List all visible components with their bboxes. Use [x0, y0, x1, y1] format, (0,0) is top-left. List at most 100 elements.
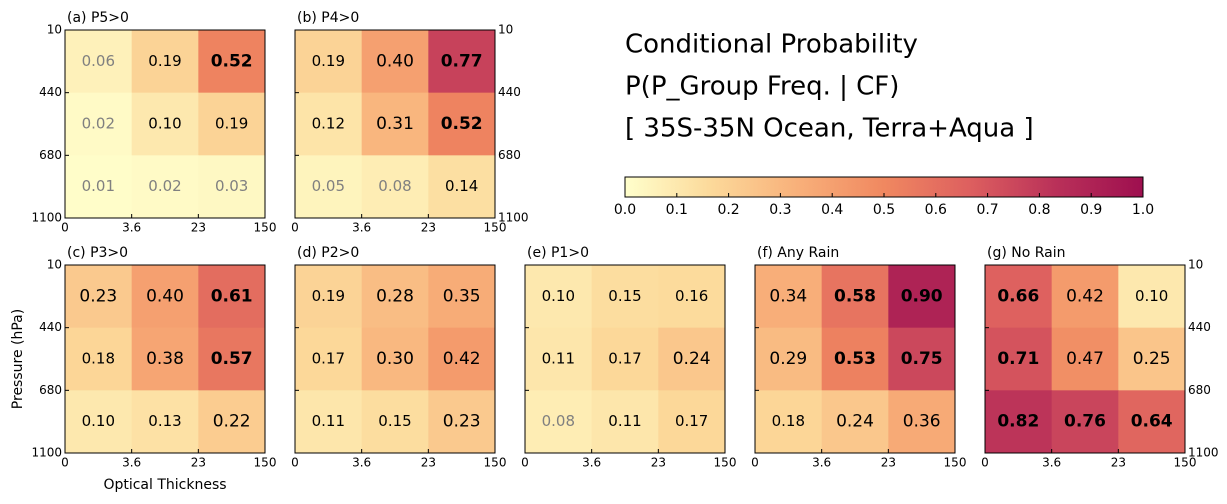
cell-label: 0.75 [901, 349, 943, 369]
cell-label: 0.16 [675, 287, 708, 305]
cell-label: 0.29 [769, 349, 807, 369]
cell-label: 0.02 [82, 115, 115, 133]
y-tick-label: 680 [1188, 383, 1211, 397]
heatmap-cell [591, 265, 659, 329]
cell-label: 0.52 [441, 114, 483, 134]
heatmap-cell [985, 390, 1053, 454]
cell-label: 0.10 [542, 287, 575, 305]
y-tick-label: 1100 [498, 211, 529, 225]
x-tick-label: 150 [944, 456, 967, 470]
y-tick-label: 1100 [31, 211, 62, 225]
x-axis-label: Optical Thickness [103, 477, 226, 493]
cell-label: 0.06 [82, 52, 115, 70]
y-tick-label: 680 [39, 383, 62, 397]
heatmap-cell [525, 390, 593, 454]
colorbar-tick-label: 0.1 [666, 202, 688, 218]
cell-label: 0.19 [312, 52, 345, 70]
cell-label: 0.10 [82, 412, 115, 430]
x-tick-label: 0 [291, 456, 299, 470]
heatmap-cell [198, 92, 266, 156]
heatmap-cell [888, 390, 956, 454]
cell-label: 0.11 [542, 350, 575, 368]
y-tick-label: 1100 [31, 446, 62, 460]
y-tick-label: 10 [47, 258, 62, 272]
cell-label: 0.31 [376, 114, 414, 134]
heatmap-cell [295, 390, 363, 454]
x-tick-label: 23 [1111, 456, 1126, 470]
panel-title: (g) No Rain [987, 245, 1066, 261]
heatmap-cell [1118, 327, 1186, 391]
heatmap-cell [131, 327, 199, 391]
colorbar-tick-label: 0.9 [1080, 202, 1102, 218]
y-tick-label: 1100 [1188, 446, 1219, 460]
cell-label: 0.28 [376, 286, 414, 306]
heatmap-cell [65, 390, 133, 454]
panel-frame [524, 264, 726, 454]
cell-label: 0.35 [443, 286, 481, 306]
heatmap-cell [591, 390, 659, 454]
heatmap-cell [131, 265, 199, 329]
cell-label: 0.22 [213, 412, 251, 432]
heatmap-cell [198, 155, 266, 219]
panel-frame [64, 264, 266, 454]
heatmap-cell [755, 327, 823, 391]
heatmap-cell [295, 30, 363, 94]
heatmap-cell [65, 30, 133, 94]
x-tick-label: 23 [191, 456, 206, 470]
colorbar-tick-label: 0.8 [1028, 202, 1050, 218]
x-tick-label: 150 [254, 221, 277, 235]
cell-label: 0.71 [997, 349, 1039, 369]
x-tick-label: 150 [484, 456, 507, 470]
cell-label: 0.17 [675, 412, 708, 430]
heatmap-cell [755, 265, 823, 329]
heatmap-cell [888, 327, 956, 391]
cell-label: 0.15 [608, 287, 641, 305]
cell-label: 0.42 [443, 349, 481, 369]
panel-frame [294, 264, 496, 454]
x-tick-label: 150 [1174, 456, 1197, 470]
cell-label: 0.19 [215, 115, 248, 133]
y-tick-label: 440 [1188, 320, 1211, 334]
heatmap-cell [131, 30, 199, 94]
x-tick-label: 23 [191, 221, 206, 235]
figure-title: Conditional Probability [625, 30, 918, 60]
x-tick-label: 3.6 [582, 456, 601, 470]
x-tick-label: 3.6 [352, 456, 371, 470]
cell-label: 0.25 [1133, 349, 1171, 369]
x-tick-label: 3.6 [122, 456, 141, 470]
heatmap-cell [361, 390, 429, 454]
heatmap-cell [428, 92, 496, 156]
panel-title: (d) P2>0 [297, 245, 359, 261]
x-tick-label: 3.6 [812, 456, 831, 470]
x-tick-label: 23 [421, 221, 436, 235]
y-tick-label: 10 [498, 23, 513, 37]
colorbar-tick-label: 0.2 [717, 202, 739, 218]
x-tick-label: 3.6 [352, 221, 371, 235]
cell-label: 0.38 [146, 349, 184, 369]
colorbar-tick-label: 0.7 [976, 202, 998, 218]
colorbar-tick-label: 0.3 [769, 202, 791, 218]
heatmap-cell [361, 327, 429, 391]
panel-frame [64, 29, 266, 219]
x-tick-label: 0 [291, 221, 299, 235]
heatmap-cell [525, 327, 593, 391]
x-tick-label: 23 [881, 456, 896, 470]
cell-label: 0.17 [312, 350, 345, 368]
heatmap-cell [198, 327, 266, 391]
cell-label: 0.47 [1066, 349, 1104, 369]
y-axis-label: Pressure (hPa) [10, 309, 26, 409]
cell-label: 0.42 [1066, 286, 1104, 306]
cell-label: 0.90 [901, 286, 943, 306]
cell-label: 0.08 [542, 412, 575, 430]
x-tick-label: 150 [484, 221, 507, 235]
panel-frame [294, 29, 496, 219]
x-tick-label: 0 [751, 456, 759, 470]
cell-label: 0.36 [903, 412, 941, 432]
cell-label: 0.76 [1064, 412, 1106, 432]
cell-label: 0.23 [79, 286, 117, 306]
cell-label: 0.23 [443, 412, 481, 432]
heatmap-cell [1051, 265, 1119, 329]
x-tick-label: 150 [254, 456, 277, 470]
cell-label: 0.40 [146, 286, 184, 306]
